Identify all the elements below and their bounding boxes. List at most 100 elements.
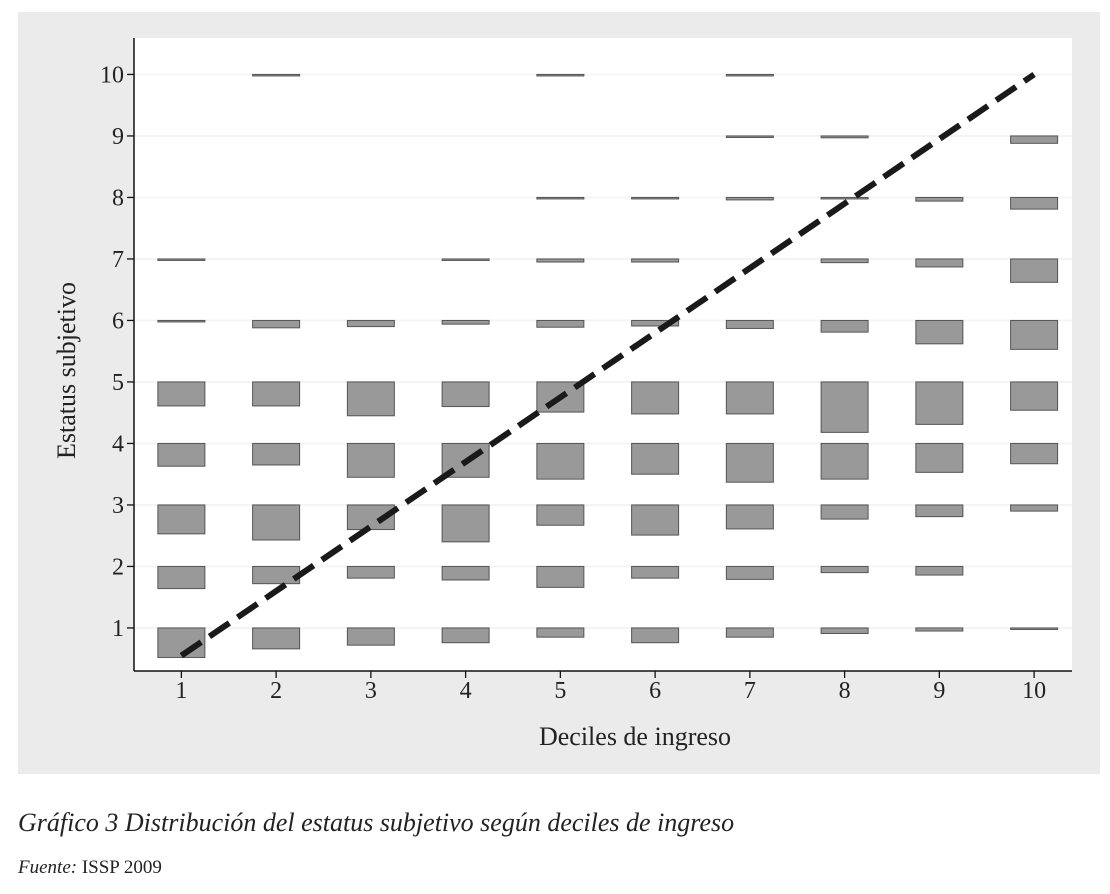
data-box — [631, 565, 680, 579]
y-tick-label: 2 — [112, 554, 124, 580]
data-box — [915, 627, 964, 632]
data-box — [536, 319, 585, 328]
y-tick-label: 5 — [112, 370, 124, 396]
x-tick-label: 4 — [460, 678, 472, 704]
data-box — [820, 258, 869, 264]
x-tick-label: 1 — [175, 678, 187, 704]
data-box — [915, 442, 964, 473]
x-tick-label: 8 — [839, 678, 851, 704]
data-box — [631, 258, 680, 263]
data-box — [536, 196, 585, 200]
data-box — [725, 196, 774, 201]
y-tick-label: 8 — [112, 185, 124, 211]
data-box — [1010, 381, 1059, 411]
data-box — [346, 442, 395, 478]
x-axis-title: Deciles de ingreso — [539, 722, 731, 751]
data-box — [441, 565, 490, 581]
data-box — [631, 442, 680, 475]
diagonal-dashed-line — [179, 71, 1036, 659]
source-label: Fuente: — [18, 857, 78, 878]
data-box — [252, 319, 301, 329]
x-tick-label: 9 — [933, 678, 945, 704]
data-box — [631, 504, 680, 536]
data-box — [1010, 319, 1059, 350]
data-box — [631, 319, 680, 327]
data-box — [820, 381, 869, 433]
data-box — [820, 565, 869, 574]
data-box — [157, 258, 206, 261]
data-box — [1010, 258, 1059, 283]
x-tick-label: 7 — [744, 678, 756, 704]
y-tick-label: 9 — [112, 124, 124, 150]
data-box — [820, 504, 869, 520]
data-box — [252, 73, 301, 77]
data-box — [631, 381, 680, 415]
data-box — [915, 196, 964, 202]
x-tick-label: 2 — [270, 678, 282, 704]
data-box — [441, 319, 490, 325]
data-box — [252, 381, 301, 407]
data-box — [536, 627, 585, 638]
data-box — [915, 319, 964, 345]
data-box — [631, 627, 680, 644]
data-box — [346, 319, 395, 328]
data-box — [820, 319, 869, 333]
data-box — [725, 504, 774, 530]
data-box — [157, 565, 206, 590]
data-box — [725, 73, 774, 77]
data-box — [631, 196, 680, 200]
x-tick-label: 6 — [649, 678, 661, 704]
data-box — [820, 442, 869, 480]
data-box — [536, 73, 585, 77]
data-box — [915, 504, 964, 518]
y-tick-label: 3 — [112, 493, 124, 519]
data-box — [157, 504, 206, 535]
data-box — [346, 627, 395, 646]
data-box — [536, 442, 585, 480]
chart: 1 2 3 4 5 6 7 8 9 10 1 2 3 4 5 6 7 8 9 10 Deciles de ingreso… — [52, 38, 1072, 751]
data-box — [820, 135, 869, 139]
y-tick-label: 4 — [112, 431, 124, 457]
y-tick-label: 6 — [112, 308, 124, 334]
y-axis-title: Estatus subjetivo — [52, 282, 81, 459]
data-box — [725, 319, 774, 329]
source-text: ISSP 2009 — [77, 857, 162, 878]
data-box — [346, 381, 395, 417]
data-box — [441, 258, 490, 261]
x-tick-label: 10 — [1022, 678, 1046, 704]
data-box — [252, 627, 301, 650]
data-box — [441, 627, 490, 644]
x-tick-label: 5 — [554, 678, 566, 704]
data-box — [1010, 196, 1059, 210]
data-box — [1010, 504, 1059, 512]
data-box — [915, 565, 964, 576]
data-box — [725, 135, 774, 138]
data-box — [1010, 135, 1059, 144]
data-box — [157, 381, 206, 407]
data-box — [725, 381, 774, 415]
data-box — [441, 504, 490, 543]
data-box — [1010, 442, 1059, 465]
data-box — [252, 442, 301, 466]
figure-caption: Gráfico 3 Distribución del estatus subje… — [18, 808, 735, 837]
y-tick-label: 1 — [112, 616, 124, 642]
data-box — [536, 565, 585, 588]
data-box — [725, 627, 774, 638]
data-box — [725, 442, 774, 483]
data-box — [915, 381, 964, 425]
data-box — [157, 442, 206, 467]
y-tick-label: 10 — [100, 62, 124, 88]
data-box — [252, 565, 301, 585]
figure-source: Fuente: ISSP 2009 — [18, 857, 162, 879]
data-box — [1010, 627, 1059, 630]
data-box — [157, 319, 206, 323]
y-tick-label: 7 — [112, 247, 124, 273]
data-box — [820, 196, 869, 200]
data-box — [346, 565, 395, 579]
data-box — [725, 565, 774, 580]
data-box — [441, 381, 490, 408]
data-box — [915, 258, 964, 268]
data-box — [252, 504, 301, 541]
data-box — [820, 627, 869, 634]
x-tick-label: 3 — [365, 678, 377, 704]
